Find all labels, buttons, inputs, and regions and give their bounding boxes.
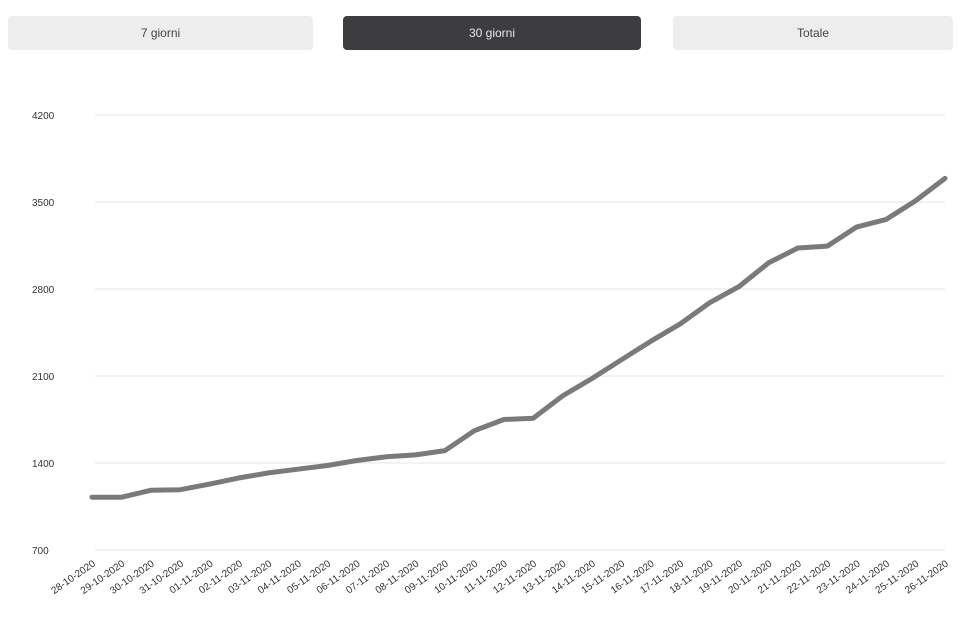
data-point [90,495,94,500]
x-axis-ticks: 28-10-202029-10-202030-10-202031-10-2020… [50,558,952,597]
grid-lines [95,114,945,551]
data-point [384,454,389,459]
range-tabs: 7 giorni 30 giorni Totale [8,16,953,50]
y-tick-label: 2100 [32,372,55,383]
data-point [854,224,859,229]
data-point [648,339,653,344]
data-point [943,176,947,181]
data-point [913,198,918,203]
data-point [266,470,271,475]
series-line [89,175,948,500]
data-point [354,458,359,463]
data-point [148,488,153,493]
tab-30-days[interactable]: 30 giorni [343,16,641,50]
data-point [766,260,771,265]
tab-7-days[interactable]: 7 giorni [8,16,313,50]
data-point [442,448,447,453]
y-tick-label: 4200 [32,111,55,122]
data-point [413,452,418,457]
data-point [619,357,624,362]
data-point [560,393,565,398]
data-point [207,482,212,487]
data-point [237,475,242,480]
data-point [795,245,800,250]
data-point [325,463,330,468]
y-tick-label: 3500 [32,198,55,209]
data-point [119,495,124,500]
data-point [678,321,683,326]
data-point [501,417,506,422]
series-layer [89,175,948,500]
data-point [295,467,300,472]
data-point [884,217,889,222]
line-chart: 700 1400 2100 2800 3500 4200 28-10-202029-10-… [32,111,952,597]
data-point [707,300,712,305]
data-point [472,428,477,433]
y-tick-label: 700 [32,546,49,557]
data-point [590,376,595,381]
data-point [178,487,183,492]
tab-total[interactable]: Totale [673,16,953,50]
data-point [825,244,830,249]
y-tick-label: 1400 [32,459,55,470]
data-point [531,416,536,421]
data-point [737,284,742,289]
y-axis-ticks: 700 1400 2100 2800 3500 4200 [32,111,55,557]
y-tick-label: 2800 [32,285,55,296]
